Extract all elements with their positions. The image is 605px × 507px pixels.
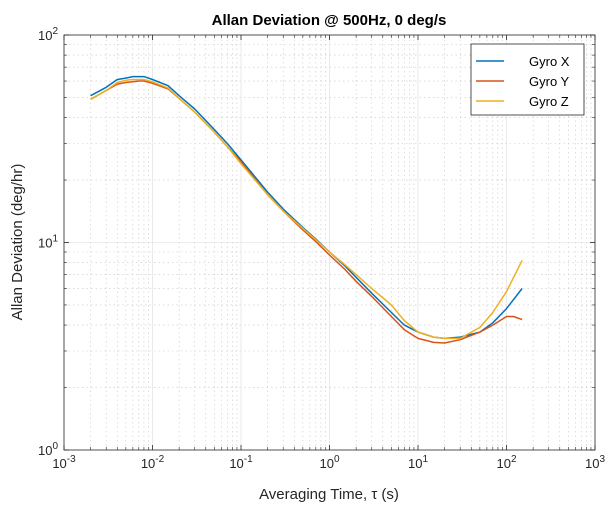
legend: Gyro X Gyro Y Gyro Z: [470, 43, 585, 116]
chart-title: Allan Deviation @ 500Hz, 0 deg/s: [212, 12, 447, 29]
legend-label-gyro-x: Gyro X: [529, 54, 570, 69]
x-tick-labels: 10-3 10-2 10-1 100 101 102 103: [52, 454, 605, 471]
series-line-gyro-y: [90, 80, 523, 344]
x-tick-label: 10-2: [141, 454, 165, 471]
x-axis-label: Averaging Time, τ (s): [259, 486, 399, 503]
x-tick-label: 10-1: [229, 454, 253, 471]
y-tick-label: 102: [38, 26, 58, 43]
legend-box: [470, 43, 585, 116]
y-axis-label: Allan Deviation (deg/hr): [9, 164, 26, 321]
x-tick-label: 100: [319, 454, 339, 471]
x-tick-label: 103: [585, 454, 605, 471]
y-tick-label: 101: [38, 234, 58, 251]
y-tick-label: 100: [38, 441, 58, 458]
y-tick-labels: 100 101 102: [38, 26, 58, 458]
legend-label-gyro-y: Gyro Y: [529, 74, 570, 89]
series-line-gyro-z: [90, 78, 523, 340]
x-tick-label: 10-3: [52, 454, 76, 471]
axis-ticks: [63, 34, 596, 451]
x-tick-label: 101: [408, 454, 428, 471]
x-tick-label: 102: [496, 454, 516, 471]
legend-label-gyro-z: Gyro Z: [529, 94, 569, 109]
series-layer: [90, 75, 523, 344]
